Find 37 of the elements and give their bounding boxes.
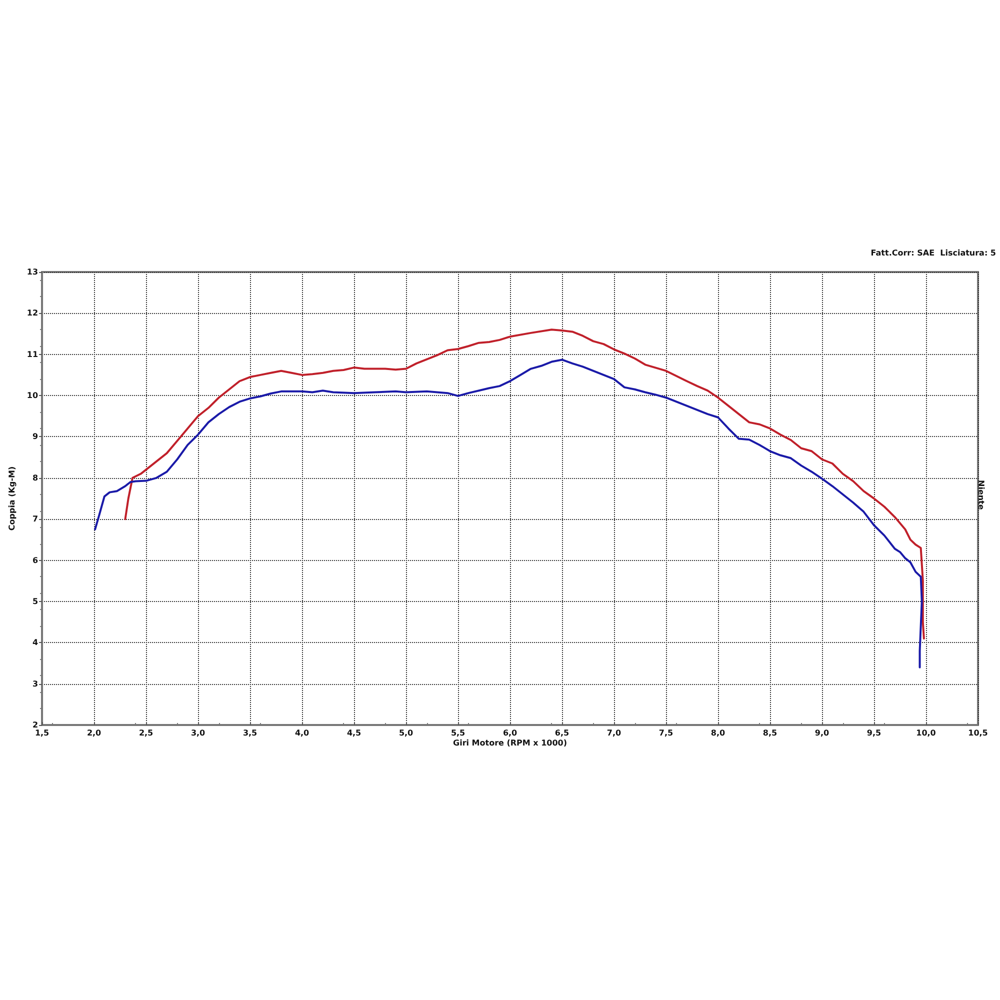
x-tick-label: 8,5 — [762, 728, 778, 738]
y-tick-label: 7 — [32, 514, 38, 524]
x-tick-label: 4,5 — [346, 728, 362, 738]
y-axis-title: Coppia (Kg-M) — [8, 466, 16, 531]
annotation: Niente — [976, 480, 986, 510]
x-tick-label: 3,0 — [190, 728, 206, 738]
y-tick-label: 4 — [32, 638, 38, 648]
y-tick-label: 12 — [26, 308, 38, 318]
x-tick-label: 9,5 — [866, 728, 882, 738]
y-tick-label: 11 — [26, 350, 38, 359]
x-tick-label: 1,5 — [34, 728, 50, 738]
y-tick-label: 2 — [32, 720, 38, 730]
y-tick-label: 13 — [26, 268, 38, 276]
x-tick-label: 4,0 — [294, 728, 310, 738]
x-tick-label: 2,5 — [138, 728, 154, 738]
x-tick-label: 6,5 — [554, 728, 570, 738]
y-tick-label: 10 — [26, 391, 38, 400]
x-tick-label: 9,0 — [814, 728, 830, 738]
x-tick-label: 6,0 — [502, 728, 518, 738]
y-tick-label: 9 — [32, 432, 38, 442]
text: Fatt.Corr: SAE Lisciatura: 5 — [870, 248, 996, 258]
x-tick-label: 10,0 — [916, 728, 936, 738]
x-axis-title: Giri Motore (RPM x 1000) — [453, 738, 568, 748]
x-tick-label: 5,0 — [398, 728, 414, 738]
y-tick-label: 3 — [32, 679, 38, 688]
line-series — [94, 358, 923, 668]
x-tick-label: 2,0 — [86, 728, 102, 738]
x-tick-label: 3,5 — [242, 728, 258, 738]
y-tick-label: 5 — [32, 596, 38, 606]
x-tick-label: 10,5 — [968, 728, 988, 738]
x-tick-label: 5,5 — [450, 728, 466, 738]
x-tick-label: 8,0 — [710, 728, 726, 738]
x-tick-label: 7,5 — [658, 728, 674, 738]
y-tick-label: 8 — [32, 473, 38, 482]
line-series — [124, 328, 925, 640]
y-tick-label: 6 — [32, 556, 38, 565]
x-tick-label: 7,0 — [606, 728, 622, 738]
